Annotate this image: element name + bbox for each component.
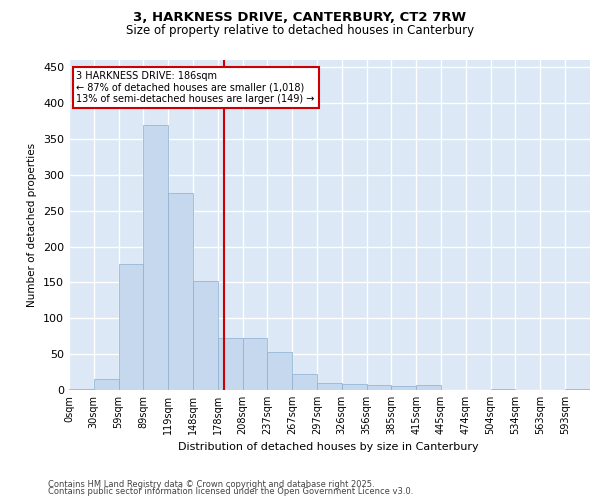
Bar: [143, 124, 168, 390]
Bar: [119, 264, 143, 390]
Bar: [242, 338, 268, 390]
Bar: [94, 379, 119, 390]
Bar: [367, 385, 391, 390]
Bar: [416, 385, 441, 390]
Y-axis label: Number of detached properties: Number of detached properties: [28, 143, 37, 307]
Bar: [268, 352, 292, 390]
Text: Distribution of detached houses by size in Canterbury: Distribution of detached houses by size …: [178, 442, 479, 452]
Bar: [292, 374, 317, 390]
Bar: [193, 281, 218, 390]
Bar: [69, 388, 94, 390]
Text: Size of property relative to detached houses in Canterbury: Size of property relative to detached ho…: [126, 24, 474, 37]
Bar: [168, 192, 193, 390]
Text: 3, HARKNESS DRIVE, CANTERBURY, CT2 7RW: 3, HARKNESS DRIVE, CANTERBURY, CT2 7RW: [133, 11, 467, 24]
Text: Contains HM Land Registry data © Crown copyright and database right 2025.: Contains HM Land Registry data © Crown c…: [48, 480, 374, 489]
Text: Contains public sector information licensed under the Open Government Licence v3: Contains public sector information licen…: [48, 487, 413, 496]
Text: 3 HARKNESS DRIVE: 186sqm
← 87% of detached houses are smaller (1,018)
13% of sem: 3 HARKNESS DRIVE: 186sqm ← 87% of detach…: [76, 71, 315, 104]
Bar: [342, 384, 367, 390]
Bar: [317, 383, 342, 390]
Bar: [218, 338, 242, 390]
Bar: [391, 386, 416, 390]
